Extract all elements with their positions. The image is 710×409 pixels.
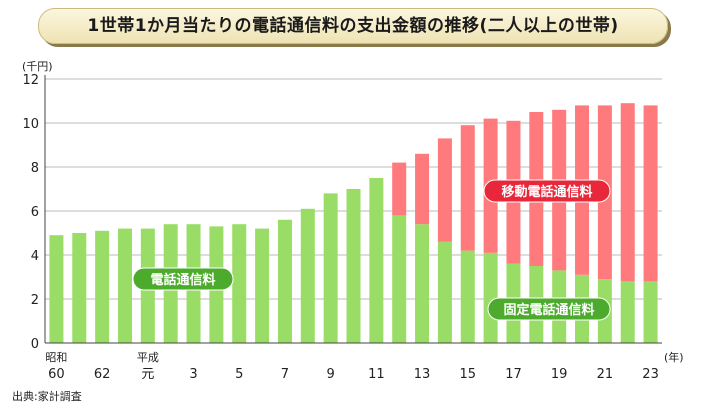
x-tick-label: 元: [141, 367, 154, 382]
bar-mobile: [643, 105, 658, 282]
y-tick-label: 6: [31, 205, 39, 220]
x-tick-label: 7: [281, 367, 289, 382]
bar-fixed: [323, 193, 338, 343]
legend-total-bg: [132, 267, 234, 291]
tick-labels: 0 2 4 6 8 10 12(千円) (年) 昭和 60 62 平成元 3 5 7 9 11 13 15 17 19 2…: [22, 60, 684, 382]
bar-fixed: [49, 235, 64, 343]
bar-fixed: [415, 224, 430, 343]
x-tick-label: 9: [327, 367, 335, 382]
x-tick-label: 15: [459, 367, 476, 382]
bar-mobile: [620, 103, 635, 282]
x-tick-label: 21: [597, 367, 614, 382]
y-tick-label: 12: [22, 73, 39, 88]
y-tick-label: 2: [31, 293, 39, 308]
x-tick-label: 13: [414, 367, 431, 382]
y-tick-label: 0: [31, 337, 39, 352]
bar-fixed: [255, 228, 270, 343]
bar-fixed: [300, 208, 315, 343]
bar-mobile: [437, 138, 452, 242]
bars: [49, 103, 658, 343]
bar-fixed: [72, 233, 87, 343]
chart-title: 1世帯1か月当たりの電話通信料の支出金額の推移(二人以上の世帯): [87, 16, 619, 36]
chart-title-box: 1世帯1か月当たりの電話通信料の支出金額の推移(二人以上の世帯): [38, 8, 668, 44]
bar-fixed: [620, 281, 635, 343]
axes: [44, 75, 662, 344]
legend-total: 電話通信料: [150, 272, 215, 288]
y-tick-label: 4: [31, 249, 39, 264]
bar-mobile: [392, 162, 407, 216]
y-tick-label: 8: [31, 161, 39, 176]
bar-fixed: [95, 230, 110, 343]
bar-mobile: [460, 125, 475, 251]
x-tick-label: 62: [94, 367, 111, 382]
bar-fixed: [460, 250, 475, 343]
x-tick-label: 3: [189, 367, 197, 382]
bar-fixed: [437, 241, 452, 343]
x-tick-label: 5: [235, 367, 243, 382]
bar-fixed: [232, 224, 247, 343]
x-tick-label: 19: [551, 367, 568, 382]
bar-fixed: [483, 252, 498, 343]
x-tick-label: 23: [642, 367, 659, 382]
x-tick-era-label: 昭和: [45, 351, 67, 364]
x-tick-label: 17: [505, 367, 522, 382]
bar-fixed: [392, 215, 407, 343]
x-tick-era-label: 平成: [137, 351, 159, 364]
y-axis-unit: (千円): [22, 60, 53, 73]
y-tick-label: 10: [22, 117, 39, 132]
bar-mobile: [415, 153, 430, 225]
legend-fixed: 固定電話通信料: [503, 302, 594, 318]
legend-fixed-bg: [487, 297, 611, 321]
bar-fixed: [346, 189, 361, 343]
x-tick-label: 60: [48, 367, 65, 382]
bar-fixed: [643, 281, 658, 343]
x-tick-label: 11: [368, 367, 385, 382]
legend-mobile: 移動電話通信料: [501, 184, 592, 200]
x-axis-unit: (年): [664, 350, 684, 364]
bar-fixed: [369, 178, 384, 343]
bar-fixed: [117, 228, 132, 343]
bar-fixed: [277, 219, 292, 343]
legend-mobile-bg: [483, 179, 611, 203]
source-note: 出典:家計調査: [12, 390, 82, 403]
